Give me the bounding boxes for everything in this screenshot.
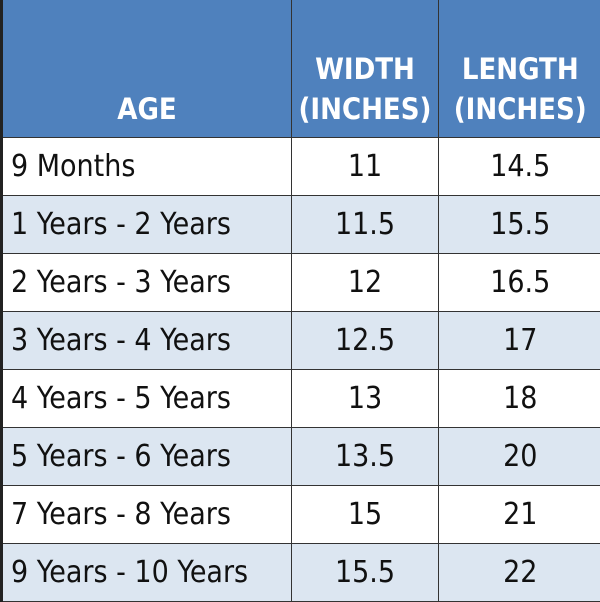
age-cell: 1 Years - 2 Years [2, 195, 292, 253]
size-cell: 12.5 [292, 311, 439, 369]
age-cell: 9 Years - 10 Years [2, 543, 292, 601]
size-cell: 15 [292, 485, 439, 543]
size-cell: 15.5 [439, 195, 600, 253]
header-text: AGE [3, 89, 291, 129]
age-cell: 4 Years - 5 Years [2, 369, 292, 427]
header-text: LENGTH [439, 49, 600, 89]
age-cell: 5 Years - 6 Years [2, 427, 292, 485]
header-cell: WIDTH(INCHES) [292, 0, 439, 137]
age-cell: 3 Years - 4 Years [2, 311, 292, 369]
size-cell: 12 [292, 253, 439, 311]
size-cell: 17 [439, 311, 600, 369]
header-text: (INCHES) [439, 89, 600, 129]
size-cell: 11 [292, 137, 439, 195]
header-text: WIDTH [292, 49, 438, 89]
size-cell: 18 [439, 369, 600, 427]
age-cell: 9 Months [2, 137, 292, 195]
size-cell: 16.5 [439, 253, 600, 311]
size-cell: 11.5 [292, 195, 439, 253]
size-cell: 14.5 [439, 137, 600, 195]
size-cell: 22 [439, 543, 600, 601]
age-cell: 7 Years - 8 Years [2, 485, 292, 543]
size-cell: 15.5 [292, 543, 439, 601]
size-cell: 13.5 [292, 427, 439, 485]
age-cell: 2 Years - 3 Years [2, 253, 292, 311]
size-cell: 21 [439, 485, 600, 543]
size-cell: 20 [439, 427, 600, 485]
header-text: (INCHES) [292, 89, 438, 129]
header-cell: AGE [2, 0, 292, 137]
header-cell: LENGTH(INCHES) [439, 0, 600, 137]
size-cell: 13 [292, 369, 439, 427]
